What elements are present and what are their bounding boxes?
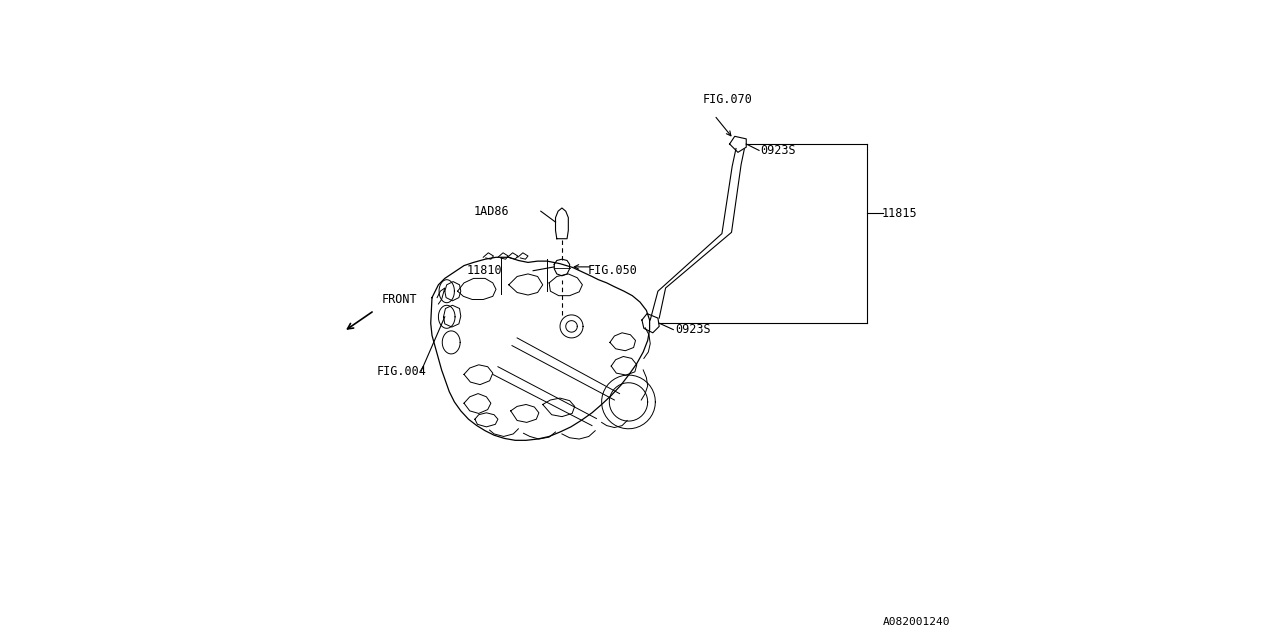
Text: 0923S: 0923S — [676, 323, 710, 336]
Text: 11810: 11810 — [467, 264, 502, 277]
Text: 1AD86: 1AD86 — [474, 205, 508, 218]
Text: FRONT: FRONT — [381, 293, 417, 306]
Text: 0923S: 0923S — [760, 144, 796, 157]
Text: FIG.070: FIG.070 — [703, 93, 753, 106]
Text: 11815: 11815 — [882, 207, 918, 220]
Text: FIG.050: FIG.050 — [588, 264, 637, 277]
Text: A082001240: A082001240 — [883, 617, 950, 627]
Text: FIG.004: FIG.004 — [376, 365, 426, 378]
